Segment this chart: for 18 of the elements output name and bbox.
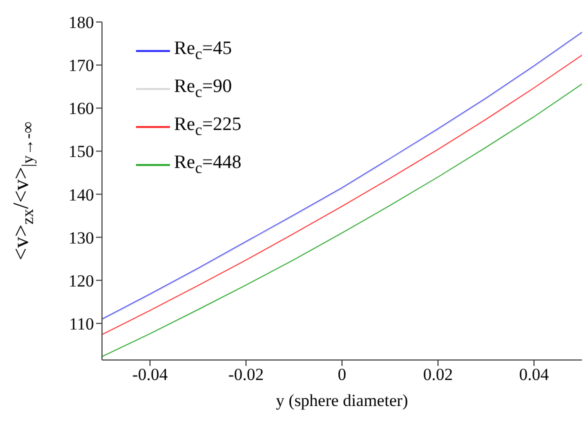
legend-label: Re$_{c}$=45 xyxy=(174,38,232,64)
x-tick-label: 0 xyxy=(338,365,346,384)
y-tick-label: 170 xyxy=(68,56,94,76)
legend-label: Re$_{c}$=225 xyxy=(174,114,242,140)
y-tick-label: 150 xyxy=(68,142,94,162)
legend-label: Re$_{c}$=90 xyxy=(174,76,232,102)
x-tick-label: 0.02 xyxy=(423,365,453,384)
y-tick-label: 140 xyxy=(68,185,94,204)
x-tick-label: -0.02 xyxy=(228,365,264,384)
x-tick-label: -0.04 xyxy=(132,365,168,384)
y-tick-label: 180 xyxy=(68,13,94,32)
legend-label: Re$_{c}$=448 xyxy=(174,152,242,178)
y-tick-label: 160 xyxy=(68,99,94,118)
x-axis-title: y (sphere diameter) xyxy=(276,391,408,410)
x-tick-label: 0.04 xyxy=(519,365,550,384)
y-tick-label: 120 xyxy=(68,271,94,290)
y-tick-label: 130 xyxy=(68,228,94,248)
y-tick-label: 110 xyxy=(69,314,94,334)
